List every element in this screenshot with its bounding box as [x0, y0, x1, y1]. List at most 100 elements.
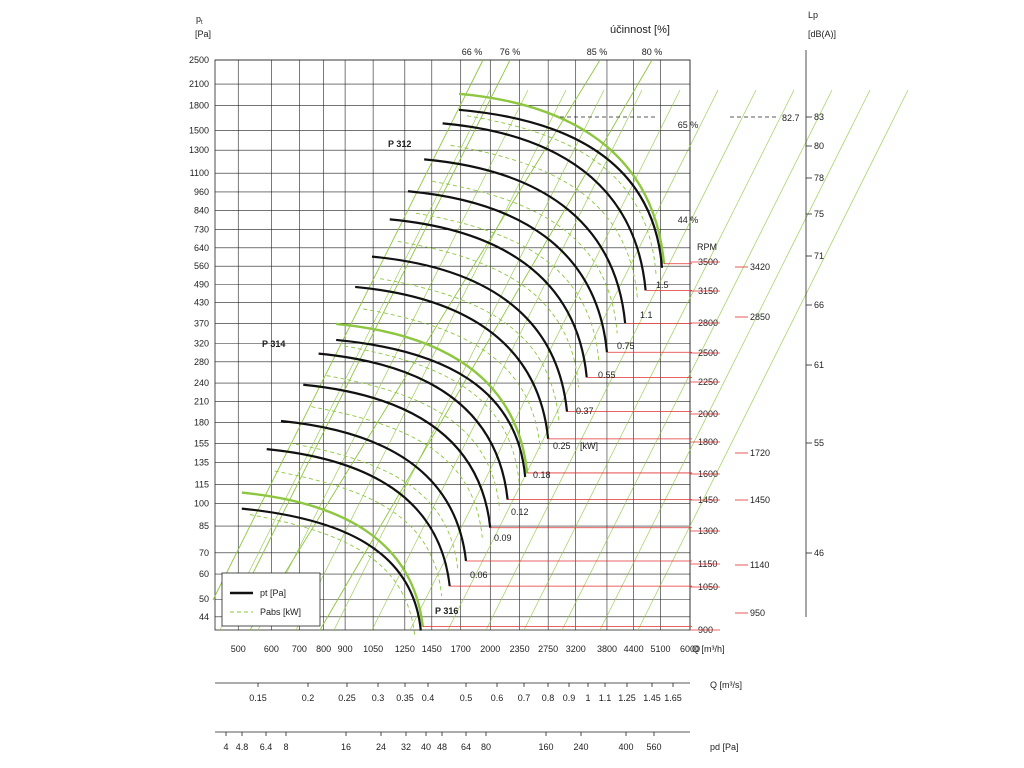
power-curve	[450, 144, 639, 301]
efficiency-label: 44 %	[678, 215, 699, 225]
q-s-tick-label: 0.6	[491, 693, 504, 703]
efficiency-diagonal	[371, 89, 643, 631]
lp-tick-label: 78	[814, 173, 824, 183]
power-curve	[415, 212, 600, 363]
q-s-tick-label: 0.3	[372, 693, 385, 703]
power-curve	[379, 278, 560, 422]
curve-name-label: P 314	[262, 339, 285, 349]
chart-labels: 1.5 1.1 0.75 0.55 0.37 0.25 [kW] 0.18 0.12 0.09 0.…	[262, 113, 800, 616]
x-axis-label: Q [m³/h]	[692, 644, 725, 654]
y-tick-label: 100	[194, 499, 209, 509]
efficiency-label: 65 %	[678, 120, 699, 130]
secondary-rpm-label: 2850	[750, 312, 770, 322]
power-label: 0.25	[553, 441, 571, 451]
lp-tick-label: 55	[814, 438, 824, 448]
pressure-curve	[424, 158, 627, 324]
y-tick-label: 1300	[189, 145, 209, 155]
lp-axis: Lp [dB(A)] 83 80 78 75 71 66 61 55 46	[805, 10, 836, 617]
pd-tick-label: 64	[461, 742, 471, 752]
power-label: 1.5	[656, 280, 669, 290]
y-tick-label: 180	[194, 418, 209, 428]
x-tick-label: 2350	[510, 644, 530, 654]
q-s-axis-label: Q [m³/s]	[710, 680, 742, 690]
lp-tick-label: 80	[814, 141, 824, 151]
y-tick-label: 960	[194, 187, 209, 197]
pd-tick-label: 32	[401, 742, 411, 752]
x-tick-label: 4400	[624, 644, 644, 654]
power-curve	[274, 470, 443, 597]
power-label: 0.55	[598, 370, 616, 380]
pressure-curve	[458, 108, 664, 268]
lp-tick-label: 71	[814, 251, 824, 261]
power-label: 0.06	[470, 570, 488, 580]
q-s-tick-label: 0.2	[302, 693, 315, 703]
q-s-tick-label: 1.1	[599, 693, 612, 703]
efficiency-line	[249, 59, 601, 631]
efficiency-label: 76 %	[500, 47, 521, 57]
q-s-tick-label: 1.45	[643, 693, 661, 703]
efficiency-label: 80 %	[642, 47, 663, 57]
power-curve	[397, 240, 580, 388]
q-s-tick-label: 0.35	[396, 693, 414, 703]
pd-tick-label: 560	[646, 742, 661, 752]
y-axis-title-subscript: t	[201, 20, 203, 26]
pressure-curve	[241, 491, 425, 627]
y-tick-label: 560	[194, 261, 209, 271]
efficiency-diagonal	[409, 89, 681, 631]
y-tick-label: 730	[194, 225, 209, 235]
y-tick-label: 640	[194, 243, 209, 253]
x-tick-label: 700	[292, 644, 307, 654]
x-tick-label: 3200	[566, 644, 586, 654]
pressure-curve	[336, 322, 529, 474]
y-tick-label: 155	[194, 438, 209, 448]
x-tick-label: 1050	[363, 644, 383, 654]
y-tick-label: 2100	[189, 79, 209, 89]
pressure-curve	[336, 338, 527, 478]
lp-marker-label: 82.7	[782, 113, 800, 123]
x-tick-label: 2000	[480, 644, 500, 654]
pressure-curve	[407, 190, 609, 353]
lp-axis-unit: [dB(A)]	[808, 29, 836, 39]
pd-tick-label: 240	[573, 742, 588, 752]
q-s-tick-label: 0.15	[249, 693, 267, 703]
power-label: 0.37	[576, 406, 594, 416]
y-tick-label: 1500	[189, 125, 209, 135]
bottom-axes: 0.15 0.2 0.25 0.3 0.35 0.4 0.5 0.6 0.7 0.8 0.9 1 1.1…	[215, 680, 742, 752]
power-curves	[249, 115, 657, 637]
q-s-tick-label: 0.9	[563, 693, 576, 703]
lp-axis-title: Lp	[808, 10, 818, 20]
secondary-rpm-label: 1450	[750, 495, 770, 505]
efficiency-diagonal	[599, 89, 871, 631]
efficiency-diagonal	[485, 89, 757, 631]
power-label: 0.75	[617, 341, 635, 351]
legend-label-pt: pt [Pa]	[260, 588, 286, 598]
legend-label-pabs: Pabs [kW]	[260, 607, 301, 617]
efficiency-lines: 66 % 76 % 85 % 80 % 65 % 44 %	[212, 47, 909, 631]
rpm-scale: RPM3500315028002500225020001800160014501…	[690, 242, 770, 635]
y-tick-label: 370	[194, 318, 209, 328]
x-tick-label: 3800	[597, 644, 617, 654]
x-tick-label: 1250	[395, 644, 415, 654]
rpm-header: RPM	[697, 242, 717, 252]
power-curve	[363, 308, 541, 449]
x-tick-label: 1450	[422, 644, 442, 654]
power-curve	[249, 514, 416, 637]
chart-title: účinnost [%]	[610, 24, 670, 36]
efficiency-diagonal	[637, 89, 909, 631]
pd-tick-label: 16	[341, 742, 351, 752]
q-s-tick-label: 0.5	[460, 693, 473, 703]
pd-tick-label: 48	[437, 742, 447, 752]
y-tick-label: 490	[194, 280, 209, 290]
power-curve	[288, 442, 459, 572]
lp-tick-label: 66	[814, 300, 824, 310]
pressure-curve	[371, 255, 569, 412]
q-s-tick-label: 0.4	[422, 693, 435, 703]
pd-tick-label: 40	[421, 742, 431, 752]
x-tick-label: 500	[231, 644, 246, 654]
efficiency-label: 66 %	[462, 47, 483, 57]
x-tick-label: 1700	[451, 644, 471, 654]
curve-name-label: P 312	[388, 139, 411, 149]
pd-tick-label: 24	[376, 742, 386, 752]
q-s-tick-label: 1.65	[664, 693, 682, 703]
pressure-curve	[303, 383, 492, 528]
